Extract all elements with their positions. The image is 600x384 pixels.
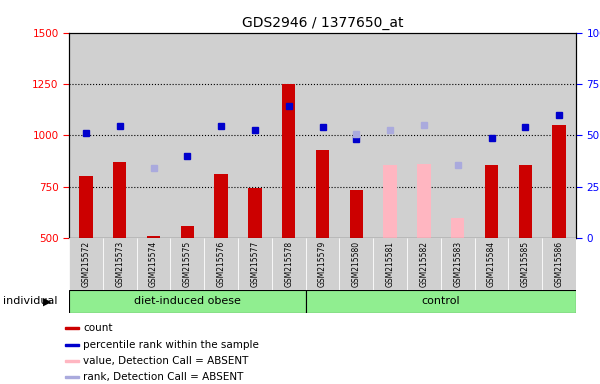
Bar [373, 238, 407, 290]
Bar [340, 33, 373, 238]
Bar [238, 33, 272, 238]
Bar [147, 236, 160, 238]
Bar [542, 33, 576, 238]
Bar [475, 238, 508, 290]
Bar [113, 162, 127, 238]
Bar [340, 238, 373, 290]
Bar [305, 238, 340, 290]
Bar [272, 33, 305, 238]
FancyBboxPatch shape [69, 290, 305, 313]
Bar [272, 238, 305, 290]
Text: GSM215573: GSM215573 [115, 241, 124, 287]
Bar [407, 33, 441, 238]
Text: GSM215576: GSM215576 [217, 241, 226, 287]
Text: GSM215581: GSM215581 [386, 241, 395, 287]
Bar [69, 238, 103, 290]
Text: GSM215584: GSM215584 [487, 241, 496, 287]
Bar [204, 33, 238, 238]
Bar [282, 84, 295, 238]
Bar [441, 238, 475, 290]
Bar [214, 174, 228, 238]
Bar [316, 150, 329, 238]
Bar [508, 238, 542, 290]
Bar [508, 33, 542, 238]
Text: GSM215583: GSM215583 [453, 241, 462, 287]
Bar [170, 33, 204, 238]
Text: count: count [83, 323, 113, 333]
Bar [103, 33, 137, 238]
Text: GSM215575: GSM215575 [183, 241, 192, 287]
Bar [170, 238, 204, 290]
Bar [350, 190, 363, 238]
Bar [181, 226, 194, 238]
Title: GDS2946 / 1377650_at: GDS2946 / 1377650_at [242, 16, 403, 30]
Text: GSM215585: GSM215585 [521, 241, 530, 287]
Bar [69, 33, 103, 238]
Bar [65, 360, 79, 362]
Bar [79, 177, 92, 238]
Text: GSM215580: GSM215580 [352, 241, 361, 287]
Text: percentile rank within the sample: percentile rank within the sample [83, 339, 259, 349]
Bar [417, 164, 431, 238]
FancyBboxPatch shape [305, 290, 576, 313]
Bar [305, 33, 340, 238]
Bar [137, 33, 170, 238]
Bar [407, 238, 441, 290]
Bar [248, 188, 262, 238]
Bar [553, 125, 566, 238]
Bar [65, 327, 79, 329]
Bar [238, 238, 272, 290]
Bar [65, 376, 79, 378]
Text: GSM215586: GSM215586 [554, 241, 563, 287]
Text: value, Detection Call = ABSENT: value, Detection Call = ABSENT [83, 356, 249, 366]
Bar [383, 165, 397, 238]
Text: ▶: ▶ [43, 296, 51, 306]
Bar [441, 33, 475, 238]
Bar [475, 33, 508, 238]
Bar [103, 238, 137, 290]
Text: diet-induced obese: diet-induced obese [134, 296, 241, 306]
Bar [373, 33, 407, 238]
Bar [542, 238, 576, 290]
Text: GSM215582: GSM215582 [419, 241, 428, 287]
Bar [485, 165, 498, 238]
Text: rank, Detection Call = ABSENT: rank, Detection Call = ABSENT [83, 372, 244, 382]
Bar [451, 217, 464, 238]
Text: GSM215572: GSM215572 [82, 241, 91, 287]
Text: GSM215578: GSM215578 [284, 241, 293, 287]
Text: GSM215574: GSM215574 [149, 241, 158, 287]
Text: individual: individual [3, 296, 58, 306]
Bar [137, 238, 170, 290]
Bar [65, 344, 79, 346]
Bar [518, 165, 532, 238]
Text: GSM215577: GSM215577 [250, 241, 259, 287]
Text: control: control [421, 296, 460, 306]
Text: GSM215579: GSM215579 [318, 241, 327, 287]
Bar [204, 238, 238, 290]
